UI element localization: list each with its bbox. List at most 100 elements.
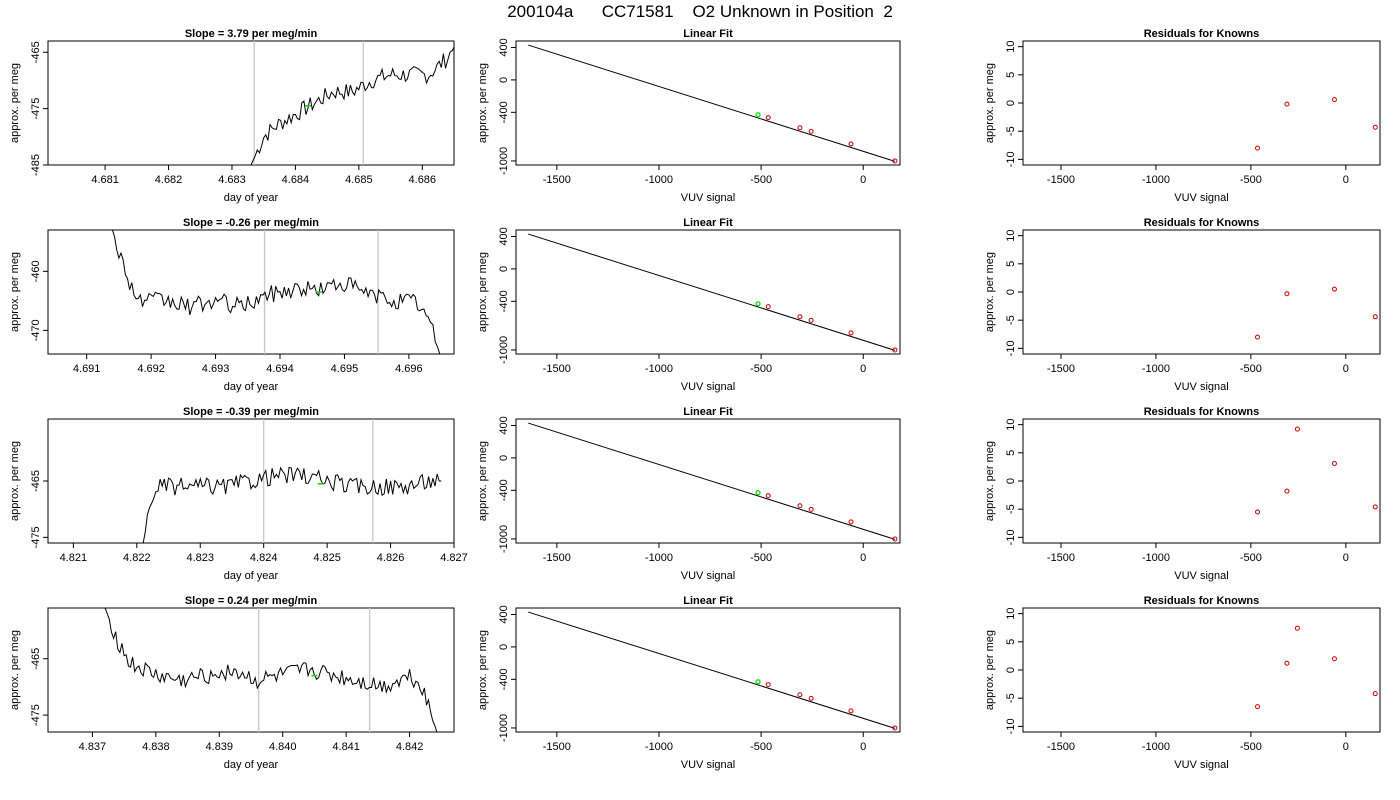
x-tick-label: -1000	[1142, 174, 1170, 186]
plot-frame	[47, 229, 455, 355]
plot-frame	[515, 418, 901, 544]
known-point	[797, 125, 803, 131]
y-axis-label: approx. per meg	[9, 630, 21, 710]
panel-title: Residuals for Knowns	[1144, 217, 1260, 229]
y-tick-label: 10	[1005, 419, 1017, 431]
y-tick-label: 0	[498, 644, 510, 650]
panel-title: Linear Fit	[683, 595, 733, 607]
residual-point	[1255, 334, 1261, 340]
y-tick-label: -465	[30, 41, 42, 63]
y-tick-label: -475	[30, 526, 42, 548]
x-tick-label: 0	[1343, 174, 1349, 186]
y-axis-label: approx. per meg	[477, 252, 489, 332]
y-tick-label: -400	[498, 290, 510, 312]
x-tick-label: 0	[860, 174, 866, 186]
x-axis-label: day of year	[224, 381, 279, 393]
time-series-trace	[250, 45, 454, 165]
known-point	[892, 725, 898, 731]
residual-point	[1331, 461, 1337, 467]
known-point	[848, 708, 854, 714]
residual-point	[1255, 145, 1261, 151]
residual-point	[1284, 101, 1290, 107]
panel-r2-c1: Linear Fit -1500 -1000 -500 0 400 0 -400 -1000 VU…	[477, 406, 901, 582]
x-tick-label: -1000	[1142, 741, 1170, 753]
x-tick-label: 4.822	[123, 552, 151, 564]
y-axis-label: approx. per meg	[477, 630, 489, 710]
y-tick-label: 0	[498, 77, 510, 83]
x-axis-label: day of year	[224, 192, 279, 204]
y-tick-label: -465	[30, 648, 42, 670]
known-point	[848, 519, 854, 525]
x-tick-label: 4.684	[282, 174, 310, 186]
y-tick-label: 400	[498, 416, 510, 434]
panel-r2-c2: Residuals for Knowns -1500 -1000 -500 0 10 5 0 -…	[984, 406, 1381, 582]
y-tick-label: 400	[498, 605, 510, 623]
x-tick-label: 4.821	[60, 552, 88, 564]
y-tick-label: 0	[1005, 289, 1017, 295]
known-point	[765, 115, 771, 121]
x-tick-label: 4.696	[395, 363, 423, 375]
y-tick-label: -475	[30, 704, 42, 726]
figure-title: 200104a CC71581 O2 Unknown in Position 2	[507, 2, 893, 21]
y-tick-label: 10	[1005, 608, 1017, 620]
x-tick-label: -1000	[645, 552, 673, 564]
unknown-point	[755, 112, 761, 118]
residual-point	[1284, 488, 1290, 494]
panel-r0-c1: Linear Fit -1500 -1000 -500 0 400 0 -400 -1000 VU…	[477, 28, 901, 204]
residual-point	[1284, 660, 1290, 666]
y-tick-label: -1000	[498, 147, 510, 175]
panel-r3-c2: Residuals for Knowns -1500 -1000 -500 0 10 5 0 -…	[984, 595, 1381, 771]
known-point	[848, 141, 854, 147]
x-tick-label: -500	[750, 363, 772, 375]
known-point	[765, 682, 771, 688]
panel-r3-c0: Slope = 0.24 per meg/min 4.837 4.838 4.839 4…	[9, 595, 455, 771]
x-tick-label: -1500	[543, 363, 571, 375]
panel-title: Linear Fit	[683, 28, 733, 40]
y-axis-label: approx. per meg	[477, 441, 489, 521]
y-tick-label: 5	[1005, 639, 1017, 645]
known-point	[765, 304, 771, 310]
panel-title: Slope = -0.39 per meg/min	[183, 406, 319, 418]
y-tick-label: -470	[30, 319, 42, 341]
y-axis-label: approx. per meg	[9, 63, 21, 143]
fit-line	[528, 44, 896, 162]
known-point	[892, 158, 898, 164]
x-tick-label: -500	[750, 174, 772, 186]
y-tick-label: 5	[1005, 72, 1017, 78]
unknown-point	[755, 301, 761, 307]
plot-frame	[1022, 229, 1381, 355]
x-tick-label: 4.823	[186, 552, 214, 564]
plot-frame	[47, 418, 455, 544]
x-tick-label: -500	[1240, 174, 1262, 186]
y-tick-label: 0	[498, 455, 510, 461]
x-axis-label: VUV signal	[1174, 192, 1228, 204]
x-tick-label: 0	[860, 552, 866, 564]
x-tick-label: -500	[1240, 741, 1262, 753]
y-tick-label: -5	[1005, 315, 1017, 325]
x-tick-label: 0	[1343, 363, 1349, 375]
known-point	[765, 493, 771, 499]
residual-point	[1294, 625, 1300, 631]
panel-r1-c2: Residuals for Knowns -1500 -1000 -500 0 10 5 0 -…	[984, 217, 1381, 393]
plot-frame	[1022, 40, 1381, 166]
panel-title: Residuals for Knowns	[1144, 406, 1260, 418]
y-tick-label: -400	[498, 479, 510, 501]
y-tick-label: -465	[30, 470, 42, 492]
x-axis-label: VUV signal	[681, 192, 735, 204]
panel-r0-c0: Slope = 3.79 per meg/min 4.681 4.682 4.683 4…	[9, 28, 455, 204]
panel-r1-c0: Slope = -0.26 per meg/min 4.691 4.692 4.693…	[9, 217, 455, 393]
y-axis-label: approx. per meg	[984, 63, 996, 143]
x-tick-label: -1500	[543, 174, 571, 186]
x-tick-label: 4.825	[313, 552, 341, 564]
x-tick-label: 4.686	[409, 174, 437, 186]
x-tick-label: -500	[750, 552, 772, 564]
y-tick-label: -475	[30, 98, 42, 120]
known-point	[808, 317, 814, 323]
fit-line	[528, 233, 896, 351]
x-tick-label: 4.695	[331, 363, 359, 375]
x-axis-label: VUV signal	[681, 381, 735, 393]
x-tick-label: -1500	[543, 741, 571, 753]
x-axis-label: day of year	[224, 570, 279, 582]
fit-line	[528, 422, 896, 540]
